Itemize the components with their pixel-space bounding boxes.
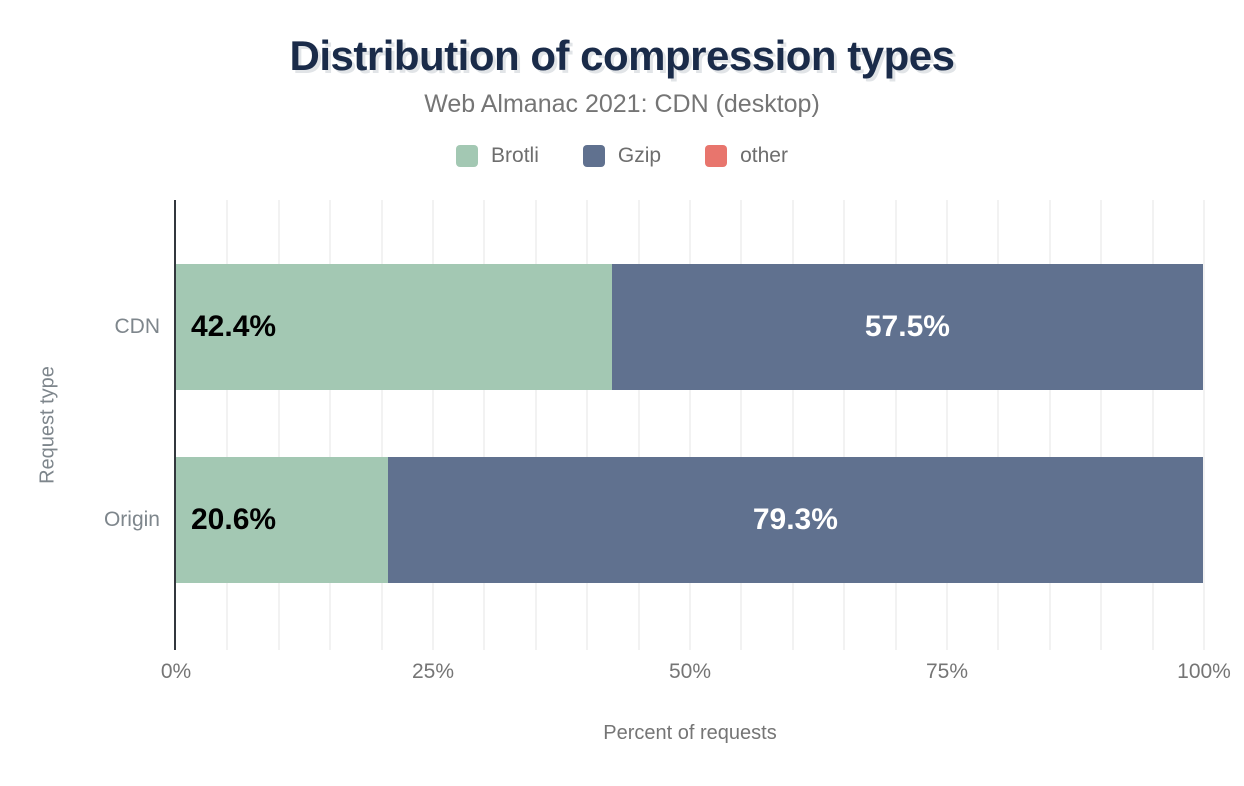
legend-label: Brotli	[491, 144, 539, 167]
legend-item-brotli[interactable]: Brotli	[456, 144, 539, 168]
gridline	[1048, 200, 1051, 650]
category-label-cdn: CDN	[114, 315, 161, 338]
y-axis-title: Request type	[36, 366, 59, 484]
legend-item-gzip[interactable]: Gzip	[582, 144, 662, 168]
x-tick-label-100-: 100%	[1177, 660, 1231, 683]
bar-value-label: 20.6%	[191, 503, 277, 536]
gridline	[277, 200, 280, 650]
bar-segment-brotli-cdn: 42.4%	[176, 264, 612, 390]
gridline	[791, 200, 794, 650]
gridline	[843, 200, 846, 650]
x-tick-label-0-: 0%	[160, 660, 192, 683]
gridline	[380, 200, 383, 650]
gridline	[637, 200, 640, 650]
plot-area: CDN 42.4% 57.5% Origin 20.6% 79.3% 0% 25% 50% 75%…	[104, 200, 1231, 683]
category-label-origin: Origin	[103, 508, 160, 531]
legend-swatch-gzip	[582, 145, 605, 167]
bar-value-label: 42.4%	[191, 310, 277, 343]
gridline	[894, 200, 897, 650]
chart-subtitle: Web Almanac 2021: CDN (desktop)	[424, 90, 820, 118]
x-axis-title: Percent of requests	[603, 722, 777, 744]
legend-swatch-other	[705, 145, 728, 167]
bar-segment-gzip-origin: 79.3%	[387, 457, 1203, 583]
chart-legend: Brotli Gzip other	[0, 144, 1244, 168]
gridline	[432, 200, 434, 650]
gridline	[1203, 200, 1205, 650]
bar-segment-gzip-cdn: 57.5%	[611, 264, 1203, 390]
bar-value-label: 57.5%	[864, 310, 950, 343]
gridline	[740, 200, 743, 650]
gridline	[997, 200, 1000, 650]
gridline	[534, 200, 537, 650]
bar-value-label: 79.3%	[752, 503, 838, 536]
x-tick-label-25-: 25%	[411, 660, 455, 683]
gridline	[226, 200, 229, 650]
bar-row-origin: Origin 20.6% 79.3%	[104, 457, 1204, 583]
y-axis-line	[174, 200, 176, 650]
bar-segment-brotli-origin: 20.6%	[176, 457, 388, 583]
x-tick-label-50-: 50%	[668, 660, 712, 683]
gridline	[1100, 200, 1103, 650]
legend-item-other[interactable]: other	[705, 144, 788, 168]
gridline	[689, 200, 691, 650]
gridline	[946, 200, 948, 650]
chart-title: Distribution of compression types	[289, 32, 955, 79]
gridline	[329, 200, 332, 650]
gridline	[1151, 200, 1154, 650]
bar-row-cdn: CDN 42.4% 57.5%	[115, 264, 1204, 390]
gridline	[483, 200, 486, 650]
gridline	[586, 200, 589, 650]
legend-label: Gzip	[617, 144, 662, 167]
legend-swatch-brotli	[456, 145, 479, 167]
x-tick-label-75-: 75%	[925, 660, 969, 683]
legend-label: other	[740, 144, 788, 167]
